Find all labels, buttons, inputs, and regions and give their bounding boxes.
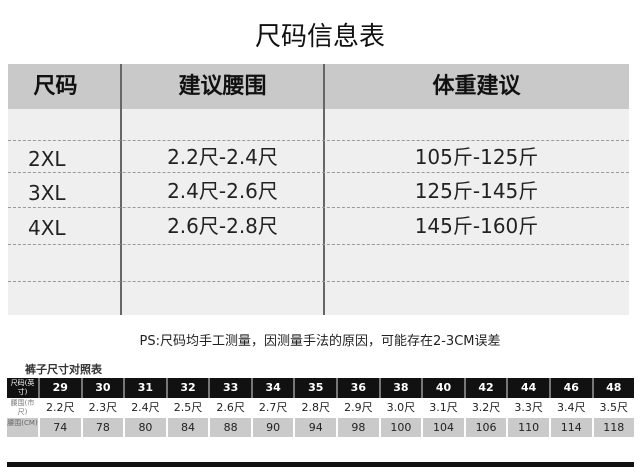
row-divider xyxy=(8,172,629,173)
header-size: 尺码 xyxy=(33,74,78,99)
waist-chi-row: 腰围(市尺) 2.2尺 2.3尺 2.4尺 2.5尺 2.6尺 2.7尺 2.8尺 2.9尺 3… xyxy=(7,398,634,418)
table-cell: 90 xyxy=(250,418,294,437)
table-cell: 48 xyxy=(591,378,635,398)
table-cell: 104 xyxy=(421,418,464,437)
row-waist: 2.2尺-2.4尺 xyxy=(167,145,278,169)
table-cell: 36 xyxy=(336,378,379,398)
table-cell: 80 xyxy=(123,418,166,437)
table-cell: 3.2尺 xyxy=(463,398,507,418)
table-cell: 88 xyxy=(208,418,251,437)
row-label: 腰围(市尺) xyxy=(10,399,35,416)
table-cell: 2.6尺 xyxy=(208,398,251,418)
row-label: 腰围(CM) xyxy=(7,419,38,427)
size-info-table: 尺码 建议腰围 体重建议 2XL 2.2尺-2.4尺 105斤-125斤 3XL… xyxy=(8,64,629,315)
table-cell: 31 xyxy=(123,378,166,398)
table-cell: 2.7尺 xyxy=(250,398,294,418)
table-cell: 32 xyxy=(165,378,209,398)
table-cell: 2.8尺 xyxy=(293,398,336,418)
table-cell: 110 xyxy=(506,418,549,437)
table-cell: 3.1尺 xyxy=(421,398,464,418)
table-cell: 29 xyxy=(38,378,81,398)
table-cell: 42 xyxy=(463,378,507,398)
table-cell: 74 xyxy=(38,418,81,437)
table-cell: 3.0尺 xyxy=(378,398,422,418)
header-weight: 体重建议 xyxy=(432,74,521,99)
row-weight: 125斤-145斤 xyxy=(414,179,539,203)
table-cell: 98 xyxy=(336,418,379,437)
row-size: 3XL xyxy=(28,181,66,205)
column-divider xyxy=(323,64,325,315)
table-cell: 40 xyxy=(421,378,464,398)
table-cell: 2.4尺 xyxy=(123,398,166,418)
table-cell: 84 xyxy=(165,418,209,437)
table-cell: 78 xyxy=(80,418,124,437)
row-weight: 105斤-125斤 xyxy=(414,145,539,169)
row-size: 2XL xyxy=(28,147,66,171)
row-waist: 2.6尺-2.8尺 xyxy=(167,214,278,238)
row-waist: 2.4尺-2.6尺 xyxy=(167,179,278,203)
table-cell: 2.2尺 xyxy=(38,398,81,418)
table-cell: 2.3尺 xyxy=(80,398,124,418)
measurement-note: PS:尺码均手工测量，因测量手法的原因，可能存在2-3CM误差 xyxy=(139,334,501,349)
row-divider xyxy=(8,207,629,208)
column-divider xyxy=(120,64,122,315)
table-cell: 33 xyxy=(208,378,251,398)
table-cell: 2.5尺 xyxy=(165,398,209,418)
table-cell: 3.4尺 xyxy=(548,398,592,418)
table-cell: 44 xyxy=(506,378,549,398)
table-cell: 118 xyxy=(591,418,635,437)
table-cell: 94 xyxy=(293,418,336,437)
row-divider xyxy=(8,244,629,245)
table-cell: 30 xyxy=(80,378,124,398)
table-header: 尺码 建议腰围 体重建议 xyxy=(8,64,629,109)
table-cell: 3.3尺 xyxy=(506,398,549,418)
row-size: 4XL xyxy=(28,216,66,240)
table-cell: 114 xyxy=(548,418,592,437)
header-waist: 建议腰围 xyxy=(178,74,267,99)
row-divider xyxy=(8,281,629,282)
table-cell: 46 xyxy=(548,378,592,398)
table-cell: 35 xyxy=(293,378,336,398)
pants-table-title: 裤子尺寸对照表 xyxy=(25,363,102,376)
table-cell: 106 xyxy=(463,418,507,437)
waist-cm-row: 腰围(CM) 74 78 80 84 88 90 94 98 100 104 106 110 114 11… xyxy=(7,418,634,437)
page-title: 尺码信息表 xyxy=(254,22,385,52)
table-cell: 2.9尺 xyxy=(336,398,379,418)
table-cell: 38 xyxy=(378,378,422,398)
table-cell: 100 xyxy=(378,418,422,437)
row-label: 尺码(英寸) xyxy=(10,379,35,396)
row-weight: 145斤-160斤 xyxy=(414,214,539,238)
bottom-bar xyxy=(7,462,634,467)
size-row: 尺码(英寸) 29 30 31 32 33 34 35 36 38 40 42 44 46 48 xyxy=(7,378,634,398)
table-cell: 34 xyxy=(250,378,294,398)
table-cell: 3.5尺 xyxy=(591,398,635,418)
row-divider xyxy=(8,140,629,141)
